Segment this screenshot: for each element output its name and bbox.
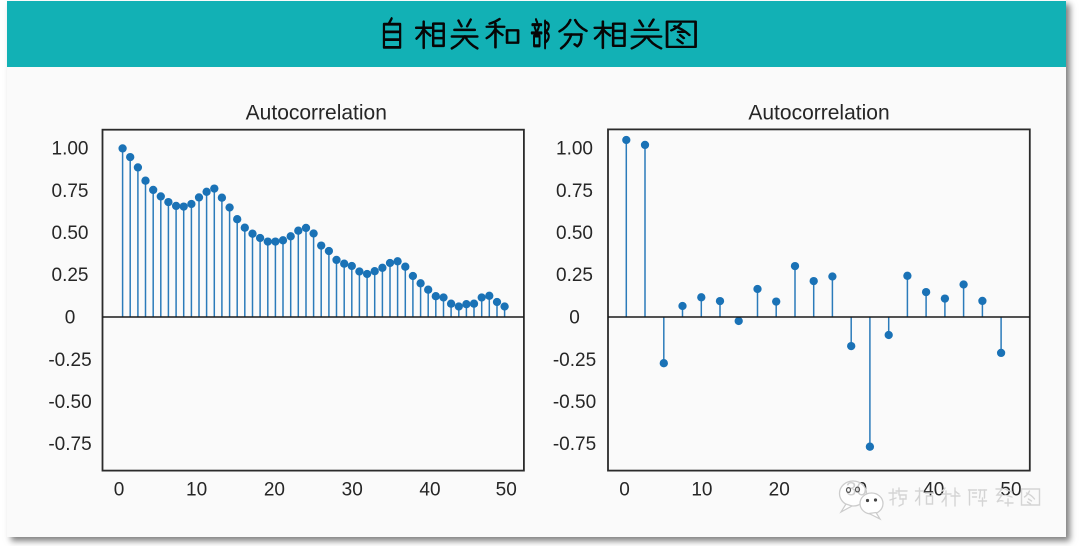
svg-text:-0.25: -0.25 [48,350,91,371]
svg-text:-0.25: -0.25 [553,350,596,371]
svg-text:-0.75: -0.75 [553,434,596,455]
svg-text:40: 40 [419,480,440,501]
svg-text:Autocorrelation: Autocorrelation [748,102,889,125]
svg-text:Autocorrelation: Autocorrelation [246,102,387,125]
svg-text:0: 0 [569,308,580,329]
svg-text:0.75: 0.75 [52,181,89,202]
svg-text:0.50: 0.50 [52,223,89,244]
svg-text:-0.50: -0.50 [48,392,91,413]
svg-text:0: 0 [114,480,125,501]
svg-text:0: 0 [619,480,630,501]
svg-text:1.00: 1.00 [556,139,593,160]
svg-text:50: 50 [496,480,517,501]
svg-text:20: 20 [264,480,285,501]
svg-text:10: 10 [691,480,712,501]
svg-text:30: 30 [342,480,363,501]
svg-text:0.25: 0.25 [556,265,593,286]
svg-text:0: 0 [65,308,76,329]
svg-text:0.25: 0.25 [52,265,89,286]
svg-text:-0.75: -0.75 [48,434,91,455]
svg-text:0.50: 0.50 [556,223,593,244]
svg-text:10: 10 [186,480,207,501]
svg-text:40: 40 [923,480,944,501]
svg-text:1.00: 1.00 [52,139,89,160]
svg-text:-0.50: -0.50 [553,392,596,413]
svg-text:20: 20 [769,480,790,501]
svg-text:0.75: 0.75 [556,181,593,202]
